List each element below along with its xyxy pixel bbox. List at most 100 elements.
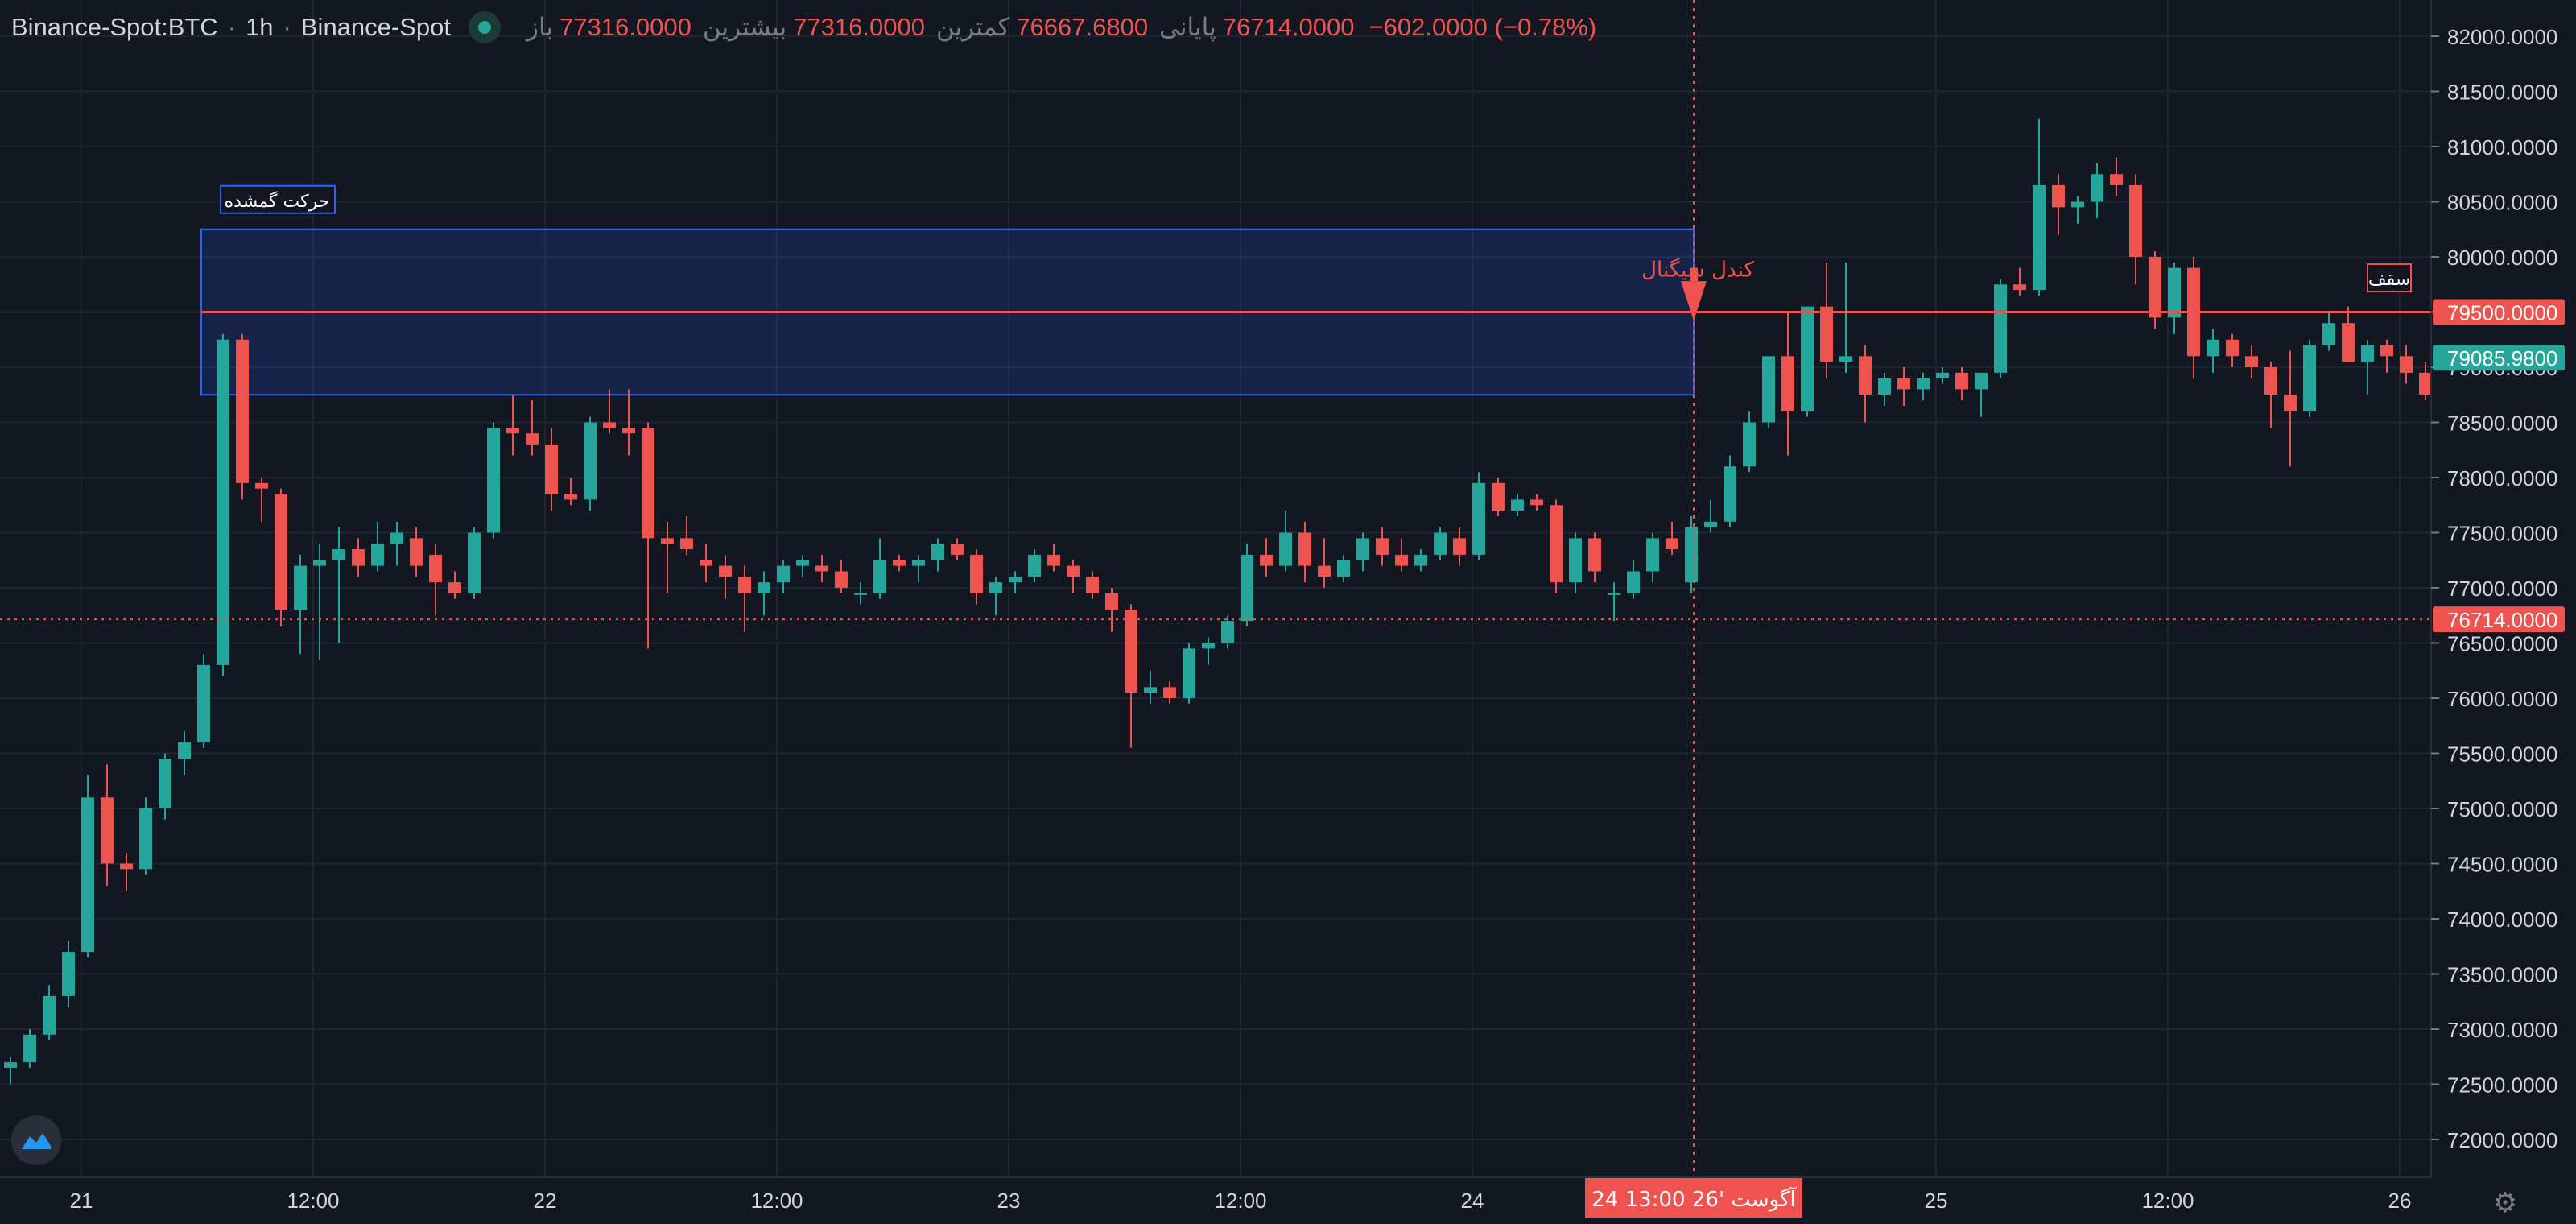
high-value: 77316.0000 [793,13,925,41]
settings-gear-icon[interactable]: ⚙ [2492,1188,2518,1218]
candle [1878,372,1891,406]
candle-body [1434,532,1447,555]
candle-body [2052,184,2065,208]
candle [275,488,287,626]
candle [1125,604,1137,748]
candle-body [1530,499,1543,506]
candle [217,333,229,676]
candle [545,428,558,511]
x-tick-label: 23 [997,1189,1021,1213]
candle [2380,339,2393,373]
candle [410,527,423,577]
candle-body [854,593,867,595]
candle-body [1975,372,1988,390]
candle [2149,251,2161,329]
candle [4,1057,17,1085]
candle-body [951,544,964,555]
candle-body [1356,538,1369,560]
candle-body [719,565,732,577]
candle [2110,157,2123,196]
close-label: پایانی [1159,13,1216,41]
candle-body [989,582,1002,593]
y-tick-label: 77500.0000 [2447,522,2557,546]
candle [1936,367,1949,384]
candle [1685,515,1698,593]
candle [1530,494,1543,511]
symbol-name[interactable]: Binance-Spot:BTC [11,13,218,41]
candle [526,400,539,456]
candle [371,521,384,572]
candle [1318,538,1331,588]
candle [1086,571,1099,599]
candle-body [2400,356,2413,373]
candle [758,571,770,616]
candle [1472,472,1485,560]
candle-body [564,494,577,500]
y-tick-label: 75000.0000 [2447,797,2557,821]
candle-body [2168,267,2181,318]
interval-label[interactable]: 1h [246,13,274,41]
y-tick-label: 80500.0000 [2447,191,2557,215]
candle-body [1086,577,1099,593]
candle [255,478,268,522]
candle-body [680,538,693,550]
y-tick-label: 75500.0000 [2447,742,2557,767]
candle [738,565,751,632]
x-tick-label: 12:00 [750,1189,803,1213]
candle [468,527,481,599]
candle-body [2110,174,2123,185]
exchange-name: Binance-Spot [300,13,451,41]
candle-body [545,444,558,494]
candle [2400,345,2413,384]
candle [2091,163,2103,219]
candle-body [1395,554,1408,566]
candle-body [912,560,925,566]
candle [1144,670,1157,704]
change-value: −602.0000 (−0.78%) [1368,13,1597,41]
candle-body [1163,687,1176,698]
candle [1569,532,1582,593]
candle-body [1492,482,1505,511]
candle [1453,527,1466,566]
tradingview-logo-icon[interactable] [11,1115,61,1165]
candle-body [1666,538,1678,550]
candle [120,852,133,891]
candle-body [1859,356,1872,395]
candle-body [62,952,75,996]
candle [680,515,693,555]
candle-body [1028,554,1041,577]
candle-body [777,565,790,583]
candle [1414,549,1427,572]
candle [1028,549,1041,583]
candle [1202,637,1215,665]
candle-body [255,482,268,489]
candle-body [506,428,519,434]
candle-body [294,565,307,610]
candle [661,521,674,593]
candle-body [1511,499,1524,511]
candle-body [1105,593,1118,610]
price-label: 76714.0000 [2447,608,2557,632]
x-tick-label: 25 [1925,1189,1948,1213]
candle [835,560,848,593]
candle [332,527,345,643]
candle [2284,350,2297,467]
candle [1859,345,1872,423]
candle-body [1569,538,1582,583]
candle [719,554,732,599]
y-tick-label: 73500.0000 [2447,963,2557,987]
candle-body [197,664,210,742]
annotation-box [2367,263,2412,293]
price-label-box [2433,606,2565,633]
candle-body [1781,356,1794,411]
y-tick-labels: 82000.0000 81500.0000 81000.0000 80500.0000… [2431,25,2557,1152]
candle-body [120,863,133,870]
candle [1550,499,1563,593]
low-value: 76667.6800 [1016,13,1149,41]
candle-body [1279,532,1292,566]
candle-body [1839,356,1852,362]
annotation-signal-candle: کندل سیگنال [1641,257,1754,282]
y-tick-label: 76500.0000 [2447,632,2557,656]
candle [506,395,519,456]
